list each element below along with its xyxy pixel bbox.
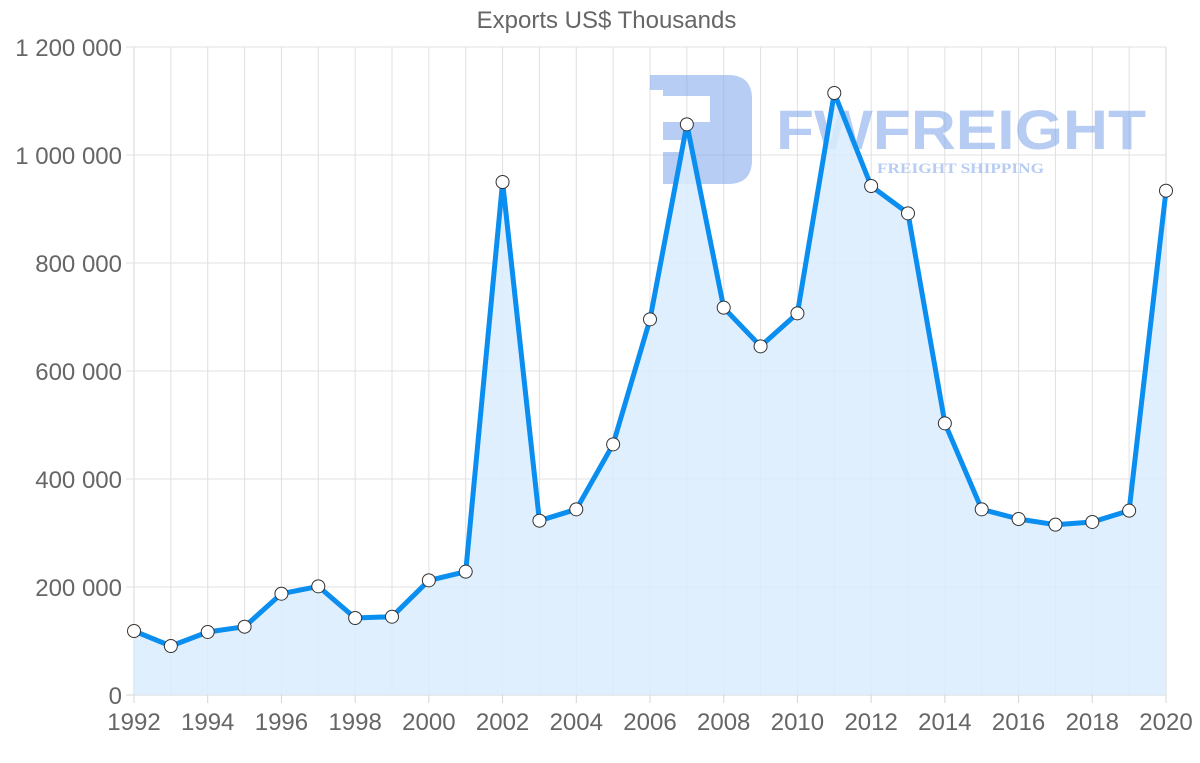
fwfreight-watermark-logo: FWFREIGHT FREIGHT SHIPPING [650, 75, 1146, 184]
x-tick-label: 2016 [992, 709, 1045, 736]
data-point-1995[interactable] [237, 619, 252, 634]
y-tick-label: 200 000 [35, 575, 122, 602]
data-point-2004[interactable] [569, 502, 584, 517]
y-axis: 0 200 000 400 000 600 000 800 000 1 000 000 1 … [15, 35, 122, 710]
data-point-1996[interactable] [274, 586, 289, 601]
x-axis: 1992 1994 1996 1998 2000 2002 2004 2006 2008 2010… [107, 709, 1192, 736]
data-point-2008[interactable] [716, 300, 731, 315]
data-point-2013[interactable] [901, 206, 915, 221]
data-point-2019[interactable] [1122, 503, 1137, 518]
x-tick-label: 2020 [1139, 709, 1192, 736]
x-tick-label: 1992 [107, 709, 160, 736]
y-tick-label: 1 200 000 [15, 35, 122, 62]
data-point-2003[interactable] [532, 513, 547, 528]
data-point-2001[interactable] [458, 564, 473, 579]
x-tick-label: 2008 [697, 709, 750, 736]
data-points [127, 86, 1173, 654]
data-point-2011[interactable] [827, 86, 842, 101]
data-point-1998[interactable] [348, 610, 363, 625]
x-tick-label: 1996 [255, 709, 308, 736]
data-point-1997[interactable] [311, 579, 326, 594]
data-point-2010[interactable] [790, 306, 805, 321]
x-tick-label: 2012 [844, 709, 897, 736]
y-tick-label: 800 000 [35, 251, 122, 278]
area-fill [134, 93, 1166, 695]
data-point-1992[interactable] [127, 624, 141, 639]
x-tick-label: 2014 [918, 709, 971, 736]
x-tick-label: 2000 [402, 709, 455, 736]
x-tick-label: 2002 [476, 709, 529, 736]
x-tick-label: 2004 [550, 709, 603, 736]
x-tick-label: 1998 [328, 709, 381, 736]
data-point-1993[interactable] [163, 639, 178, 654]
data-point-2007[interactable] [679, 117, 694, 132]
y-tick-label: 0 [109, 683, 122, 710]
data-point-2016[interactable] [1011, 512, 1026, 527]
chart-title: Exports US$ Thousands [476, 7, 737, 34]
y-tick-label: 1 000 000 [15, 143, 122, 170]
x-tick-label: 2010 [771, 709, 824, 736]
data-point-2002[interactable] [495, 175, 510, 189]
data-point-2020[interactable] [1159, 183, 1173, 198]
watermark-tagline: FREIGHT SHIPPING [877, 161, 1044, 177]
data-point-2014[interactable] [937, 416, 952, 431]
y-tick-label: 400 000 [35, 467, 122, 494]
data-point-1999[interactable] [385, 609, 399, 624]
x-tick-label: 2018 [1066, 709, 1119, 736]
data-point-2015[interactable] [974, 502, 989, 517]
data-point-1994[interactable] [200, 624, 215, 639]
data-point-2018[interactable] [1085, 514, 1100, 529]
data-point-2006[interactable] [643, 312, 657, 327]
data-point-2017[interactable] [1048, 517, 1063, 532]
data-point-2012[interactable] [864, 178, 879, 193]
data-point-2009[interactable] [753, 339, 768, 354]
data-point-2005[interactable] [606, 437, 621, 452]
fwfreight-logo-icon [650, 75, 752, 184]
data-point-2000[interactable] [421, 573, 436, 588]
x-tick-label: 2006 [623, 709, 676, 736]
x-tick-label: 1994 [181, 709, 234, 736]
y-tick-label: 600 000 [35, 359, 122, 386]
